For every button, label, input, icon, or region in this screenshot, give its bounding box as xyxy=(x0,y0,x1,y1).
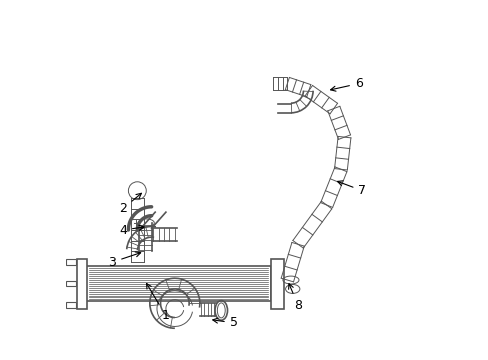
Bar xyxy=(271,258,283,309)
Bar xyxy=(66,259,76,265)
Text: 1: 1 xyxy=(146,283,169,322)
Text: 5: 5 xyxy=(212,316,237,329)
Bar xyxy=(66,281,76,287)
Text: 7: 7 xyxy=(337,181,366,197)
Text: 3: 3 xyxy=(108,252,141,269)
Text: 2: 2 xyxy=(119,193,141,215)
Text: 6: 6 xyxy=(330,77,362,91)
Text: 8: 8 xyxy=(288,284,302,311)
Bar xyxy=(66,302,76,308)
Bar xyxy=(77,258,87,309)
Bar xyxy=(85,266,271,301)
Text: 4: 4 xyxy=(119,224,144,237)
